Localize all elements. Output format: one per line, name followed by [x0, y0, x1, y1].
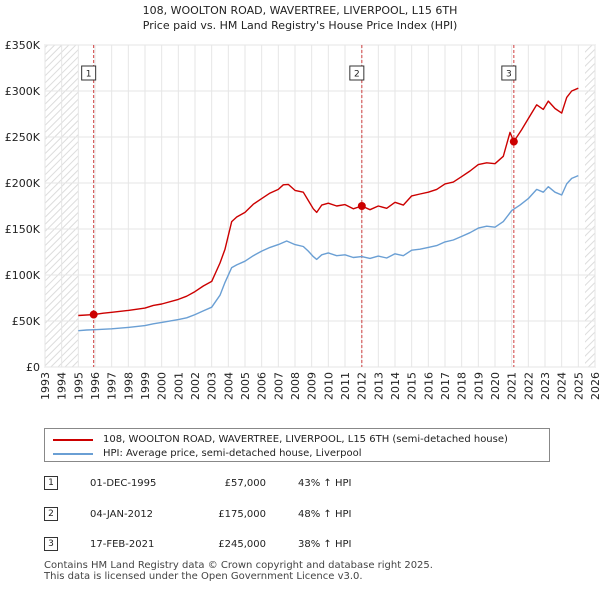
x-tick-label: 2005	[239, 372, 252, 400]
sale-point	[509, 137, 518, 146]
x-tick-label: 2000	[156, 372, 169, 400]
x-tick-label: 1996	[89, 372, 102, 400]
price-chart: 108, WOOLTON ROAD, WAVERTREE, LIVERPOOL,…	[5, 4, 600, 400]
x-tick-label: 1995	[72, 372, 85, 400]
x-axis-ticks: 1993 1994 1995 1996 1997 1998 1999 2000 2001 2002…	[39, 372, 600, 400]
x-tick-label: 2001	[172, 372, 185, 400]
post-data-shading	[585, 45, 595, 367]
x-tick-label: 2014	[389, 372, 402, 400]
x-tick-label: 1994	[56, 372, 69, 400]
x-tick-label: 2012	[356, 372, 369, 400]
y-tick-label: £0	[26, 361, 40, 374]
sale-badges: 1 2 3	[81, 65, 517, 81]
sale-badge-number: 1	[86, 70, 92, 80]
x-tick-label: 2026	[589, 372, 600, 400]
x-tick-label: 2010	[322, 372, 335, 400]
footer-licence: This data is licensed under the Open Gov…	[44, 571, 363, 582]
x-tick-label: 2002	[189, 372, 202, 400]
x-tick-label: 2024	[556, 372, 569, 400]
gridlines	[44, 44, 596, 368]
x-tick-label: 2016	[422, 372, 435, 400]
x-tick-label: 2006	[256, 372, 269, 400]
sale-badge-box	[349, 65, 365, 81]
legend-label-property: 108, WOOLTON ROAD, WAVERTREE, LIVERPOOL,…	[103, 434, 508, 445]
sale-hpi-change: 48% ↑ HPI	[298, 509, 352, 520]
footer-copyright: Contains HM Land Registry data © Crown c…	[44, 560, 433, 571]
chart-title: 108, WOOLTON ROAD, WAVERTREE, LIVERPOOL,…	[143, 4, 458, 17]
x-tick-label: 2025	[572, 372, 585, 400]
hpi-line	[78, 174, 579, 332]
x-tick-label: 2004	[222, 372, 235, 400]
x-tick-label: 2013	[372, 372, 385, 400]
x-tick-label: 1999	[139, 372, 152, 400]
attribution-footer: Contains HM Land Registry data © Crown c…	[44, 560, 433, 582]
x-tick-label: 2011	[339, 372, 352, 400]
sale-hpi-change: 43% ↑ HPI	[298, 478, 352, 489]
sale-date: 01-DEC-1995	[90, 478, 157, 489]
x-tick-label: 2018	[456, 372, 469, 400]
sale-number-badge: 2	[44, 507, 58, 521]
sale-date: 04-JAN-2012	[90, 509, 154, 520]
sale-date: 17-FEB-2021	[90, 539, 155, 550]
x-tick-label: 1993	[39, 372, 52, 400]
x-tick-label: 2023	[539, 372, 552, 400]
x-tick-label: 2009	[306, 372, 319, 400]
y-tick-label: £250K	[5, 131, 41, 144]
sale-row: 3 17-FEB-2021 £245,000 38% ↑ HPI	[44, 535, 464, 555]
legend-swatch-hpi	[53, 453, 93, 455]
x-tick-label: 2021	[506, 372, 519, 400]
x-tick-label: 2008	[289, 372, 302, 400]
sale-row: 2 04-JAN-2012 £175,000 48% ↑ HPI	[44, 505, 464, 525]
x-tick-label: 2015	[406, 372, 419, 400]
sale-number-badge: 3	[44, 537, 58, 551]
y-tick-label: £50K	[12, 315, 41, 328]
sale-badge-number: 2	[354, 70, 360, 80]
legend-label-hpi: HPI: Average price, semi-detached house,…	[103, 448, 362, 459]
sale-point	[357, 202, 366, 210]
sale-number-badge: 1	[44, 476, 58, 490]
x-tick-label: 2007	[272, 372, 285, 400]
sale-price: £57,000	[224, 478, 266, 489]
y-tick-label: £200K	[5, 177, 41, 190]
y-tick-label: £300K	[5, 85, 41, 98]
x-tick-label: 1998	[122, 372, 135, 400]
plot-area	[44, 44, 596, 368]
chart-subtitle: Price paid vs. HM Land Registry's House …	[143, 19, 458, 32]
x-tick-label: 2019	[472, 372, 485, 400]
sale-point	[89, 310, 98, 319]
x-tick-label: 2003	[206, 372, 219, 400]
chart-legend: 108, WOOLTON ROAD, WAVERTREE, LIVERPOOL,…	[44, 428, 550, 462]
sale-badge-number: 3	[506, 70, 512, 80]
sale-price: £175,000	[218, 509, 266, 520]
sale-badge-box	[81, 65, 97, 81]
y-axis-ticks: £0 £50K £100K £150K £200K £250K £300K £350K	[5, 39, 41, 374]
y-tick-label: £350K	[5, 39, 41, 52]
sale-row: 1 01-DEC-1995 £57,000 43% ↑ HPI	[44, 474, 464, 494]
property-price-line	[78, 87, 579, 317]
sale-hpi-change: 38% ↑ HPI	[298, 539, 352, 550]
x-tick-label: 2017	[439, 372, 452, 400]
sale-badge-box	[501, 65, 517, 81]
x-tick-label: 2020	[489, 372, 502, 400]
x-tick-label: 2022	[522, 372, 535, 400]
sale-points	[89, 137, 518, 319]
sale-price: £245,000	[218, 539, 266, 550]
y-tick-label: £100K	[5, 269, 41, 282]
legend-swatch-property	[53, 439, 93, 441]
series-lines	[78, 87, 579, 332]
x-tick-label: 1997	[106, 372, 119, 400]
y-tick-label: £150K	[5, 223, 41, 236]
